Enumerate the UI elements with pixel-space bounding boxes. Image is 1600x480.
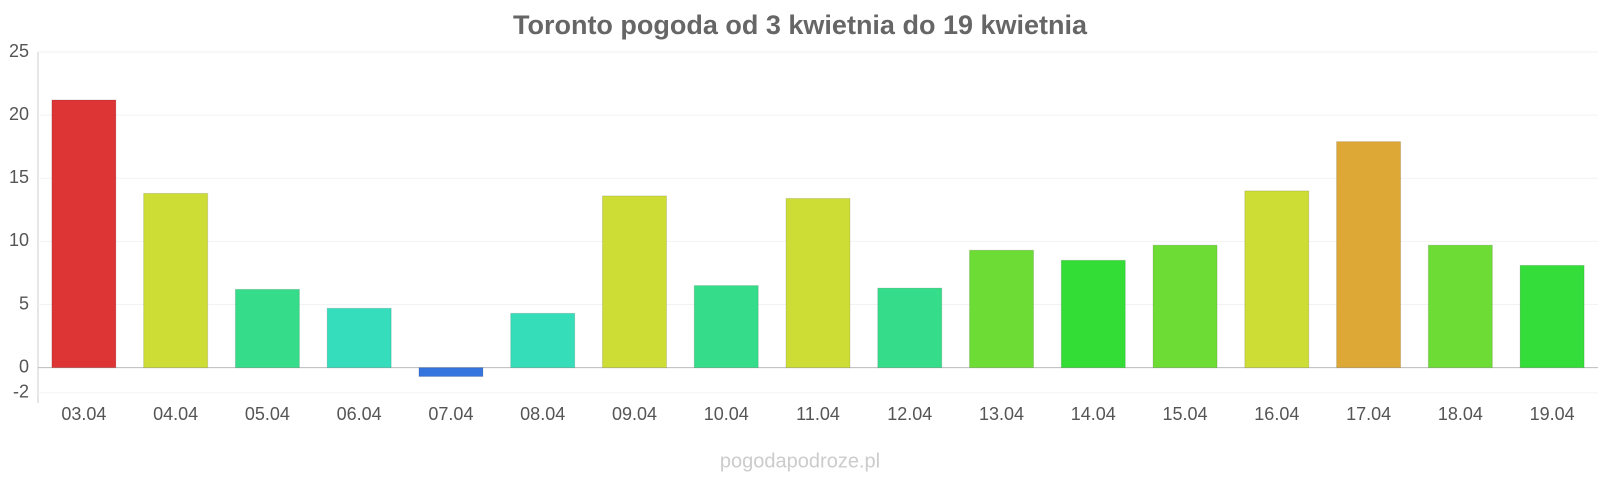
bar xyxy=(969,249,1035,369)
x-tick-label: 05.04 xyxy=(245,404,290,424)
x-tick-label: 10.04 xyxy=(704,404,749,424)
y-tick-label: 10 xyxy=(9,230,29,250)
x-tick-label: 09.04 xyxy=(612,404,657,424)
x-tick-label: 08.04 xyxy=(520,404,565,424)
bar xyxy=(1519,264,1585,369)
x-tick-label: 04.04 xyxy=(153,404,198,424)
x-tick-label: 06.04 xyxy=(337,404,382,424)
bar xyxy=(693,285,759,369)
x-tick-label: 13.04 xyxy=(979,404,1024,424)
x-tick-label: 15.04 xyxy=(1163,404,1208,424)
bar xyxy=(418,367,484,377)
y-tick-label: 5 xyxy=(19,293,29,313)
x-tick-label: 19.04 xyxy=(1530,404,1575,424)
bar xyxy=(143,192,209,369)
x-tick-label: 17.04 xyxy=(1346,404,1391,424)
chart-title: Toronto pogoda od 3 kwietnia do 19 kwiet… xyxy=(513,10,1088,40)
x-tick-label: 18.04 xyxy=(1438,404,1483,424)
bar xyxy=(785,197,851,369)
bar xyxy=(601,195,667,369)
bar xyxy=(51,99,117,369)
bar xyxy=(1152,244,1218,369)
y-tick-label: -2 xyxy=(13,382,29,402)
x-tick-label: 07.04 xyxy=(428,404,473,424)
x-tick-label: 03.04 xyxy=(61,404,106,424)
x-tick-label: 14.04 xyxy=(1071,404,1116,424)
y-tick-label: 25 xyxy=(9,41,29,61)
bar xyxy=(234,288,300,369)
bar xyxy=(1336,141,1402,369)
bar xyxy=(1427,244,1493,369)
y-tick-label: 0 xyxy=(19,356,29,376)
watermark: pogodapodroze.pl xyxy=(720,450,880,472)
bar xyxy=(1244,190,1310,369)
bar xyxy=(1060,259,1126,369)
x-tick-label: 16.04 xyxy=(1254,404,1299,424)
x-tick-label: 11.04 xyxy=(796,404,840,424)
bar xyxy=(510,312,576,369)
bar xyxy=(877,287,943,369)
bar xyxy=(326,307,392,369)
y-tick-label: 20 xyxy=(9,104,29,124)
x-tick-label: 12.04 xyxy=(887,404,932,424)
y-tick-label: 15 xyxy=(9,167,29,187)
